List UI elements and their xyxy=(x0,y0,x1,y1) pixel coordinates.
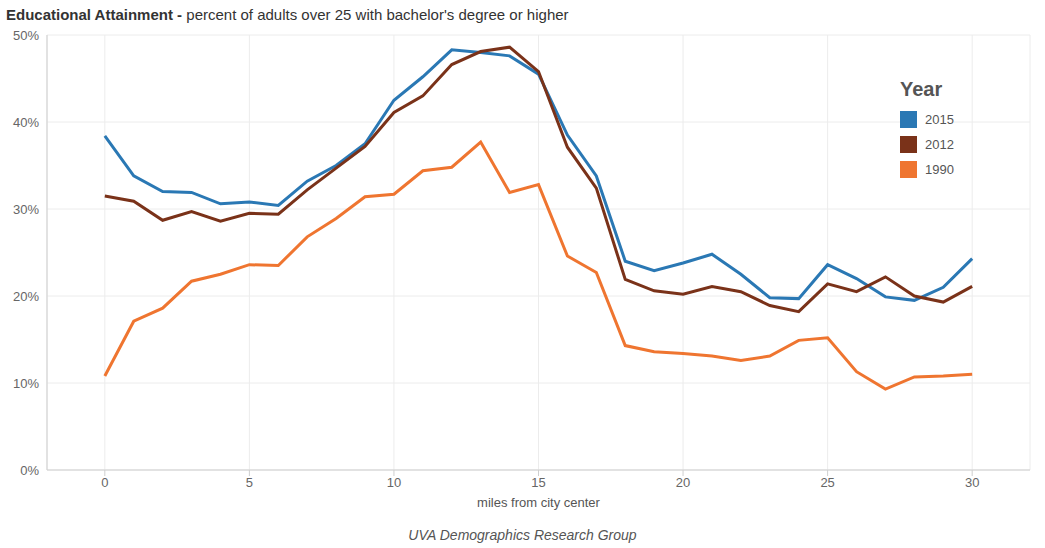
html-text:1990: 1990 xyxy=(925,162,954,177)
html-text:Year: Year xyxy=(900,78,943,100)
svg-text:miles from city center: miles from city center xyxy=(477,495,600,510)
svg-text:0: 0 xyxy=(101,475,108,490)
svg-text:0%: 0% xyxy=(20,463,39,478)
svg-text:40%: 40% xyxy=(13,115,39,130)
svg-text:30%: 30% xyxy=(13,202,39,217)
html-text:2015: 2015 xyxy=(925,112,954,127)
svg-text:30: 30 xyxy=(965,475,979,490)
svg-text:5: 5 xyxy=(246,475,253,490)
svg-text:10: 10 xyxy=(387,475,401,490)
svg-text:50%: 50% xyxy=(13,28,39,43)
html-text:Educational Attainment - perce: Educational Attainment - percent of adul… xyxy=(6,6,569,23)
svg-text:10%: 10% xyxy=(13,376,39,391)
svg-text:20%: 20% xyxy=(13,289,39,304)
svg-text:20: 20 xyxy=(676,475,690,490)
html-text:UVA Demographics Research Grou: UVA Demographics Research Group xyxy=(408,527,637,543)
html-text:2012: 2012 xyxy=(925,137,954,152)
svg-text:25: 25 xyxy=(820,475,834,490)
svg-text:15: 15 xyxy=(531,475,545,490)
